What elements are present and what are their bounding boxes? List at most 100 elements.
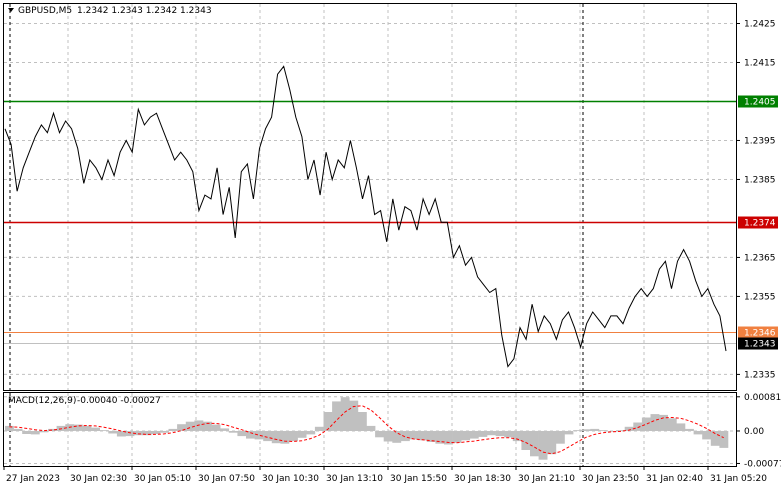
macd-bar (409, 431, 419, 440)
macd-bar (323, 412, 333, 431)
macd-bar (667, 418, 677, 431)
macd-bar (289, 431, 298, 442)
price-tick-label: 1.2415 (744, 58, 776, 68)
macd-bar (134, 431, 143, 436)
macd-bar (108, 431, 118, 434)
macd-tick-label: -0.00077 (744, 459, 781, 469)
macd-bar (39, 431, 49, 433)
time-tick-label: 27 Jan 2023 (6, 474, 60, 484)
macd-bar (469, 431, 479, 439)
time-tick-label: 30 Jan 10:30 (262, 474, 319, 484)
macd-bar (263, 431, 273, 442)
macd-bar (82, 425, 92, 431)
macd-bar (676, 423, 686, 431)
macd-histogram (5, 397, 729, 460)
macd-bar (564, 431, 574, 435)
macd-bar (177, 424, 186, 431)
macd-bar (220, 428, 230, 431)
price-series (4, 65, 727, 368)
macd-bar (710, 431, 720, 446)
macd-bar (392, 431, 402, 443)
macd-bar (159, 431, 169, 433)
level-price-label: 1.2346 (744, 329, 776, 339)
macd-bar (280, 431, 290, 444)
macd-bar (237, 431, 247, 437)
macd-bar (555, 431, 565, 444)
level-price-tag (738, 326, 778, 339)
macd-bar (702, 431, 712, 440)
macd-bar (418, 431, 427, 441)
time-tick-label: 30 Jan 23:50 (582, 474, 639, 484)
macd-bar (607, 431, 617, 432)
time-tick-label: 30 Jan 13:10 (326, 474, 383, 484)
price-tick-label: 1.2395 (744, 136, 776, 146)
macd-bar (590, 428, 600, 431)
macd-bar (357, 412, 367, 431)
macd-bar (719, 431, 729, 448)
price-panel-frame (3, 3, 737, 391)
macd-signal-line (9, 405, 724, 455)
macd-bar (659, 414, 668, 431)
macd-bar (13, 428, 23, 431)
time-tick-label: 30 Jan 07:50 (198, 474, 255, 484)
macd-bar (30, 431, 40, 435)
level-price-tag (738, 216, 778, 229)
macd-bar (271, 431, 281, 444)
macd-signal (9, 405, 724, 455)
symbol-label: GBPUSD,M5 (18, 6, 72, 16)
macd-values: -0.00040 -0.00027 (77, 396, 161, 406)
ohlc-values: 1.2342 1.2343 1.2342 1.2343 (77, 6, 212, 16)
level-price-tag (738, 95, 778, 108)
macd-bar (547, 431, 557, 455)
macd-bar (650, 414, 660, 431)
macd-bar (495, 431, 505, 437)
macd-bar (332, 401, 341, 431)
time-tick-label: 30 Jan 05:10 (134, 474, 191, 484)
macd-bar (444, 431, 453, 445)
macd-bar (73, 424, 83, 431)
price-tick-label: 1.2355 (744, 292, 776, 302)
time-tick-label: 31 Jan 02:40 (646, 474, 703, 484)
macd-bar (598, 430, 608, 431)
macd-bar (168, 428, 178, 431)
macd-bar (633, 422, 643, 431)
macd-bar (306, 431, 316, 435)
macd-bar (246, 431, 255, 439)
macd-bar (512, 431, 522, 442)
macd-bar (48, 428, 57, 431)
macd-bar (461, 431, 471, 441)
macd-bar (693, 431, 703, 435)
macd-bar (685, 428, 694, 431)
macd-bar (203, 421, 212, 431)
macd-bar (521, 431, 531, 450)
macd-bar (487, 431, 496, 436)
macd-bar (340, 397, 350, 431)
current-price-label: 1.2343 (744, 340, 776, 350)
macd-bar (185, 421, 195, 431)
price-tick-label: 1.2425 (744, 19, 776, 29)
time-axis-ticks: 27 Jan 2023 30 Jan 02:30 30 Jan 05:10 30 Ja… (3, 466, 767, 484)
macd-bar (538, 431, 548, 460)
macd-tick-label: 0.00 (744, 427, 764, 437)
level-lines (4, 100, 736, 344)
macd-bar (142, 431, 152, 436)
macd-bar (5, 425, 14, 431)
macd-bar (581, 429, 591, 431)
macd-bar (435, 431, 445, 444)
macd-bar (624, 426, 634, 431)
macd-bar (349, 400, 359, 431)
time-tick-label: 30 Jan 02:30 (70, 474, 127, 484)
price-axis-ticks: 1.2425 1.2415 1.2395 1.2385 1.2365 1.2355 1.23… (736, 19, 776, 380)
price-tick-label: 1.2385 (744, 175, 776, 185)
macd-bar (573, 430, 582, 431)
macd-bar (383, 431, 393, 442)
macd-panel-frame (3, 392, 737, 467)
macd-bar (452, 431, 462, 443)
macd-bar (91, 427, 100, 431)
macd-axis-ticks: 0.00081 0.00 -0.00077 (736, 393, 781, 469)
macd-bar (314, 426, 324, 431)
price-tick-label: 1.2365 (744, 253, 776, 263)
symbol-dropdown-icon[interactable] (8, 8, 14, 12)
macd-bar (297, 431, 307, 438)
